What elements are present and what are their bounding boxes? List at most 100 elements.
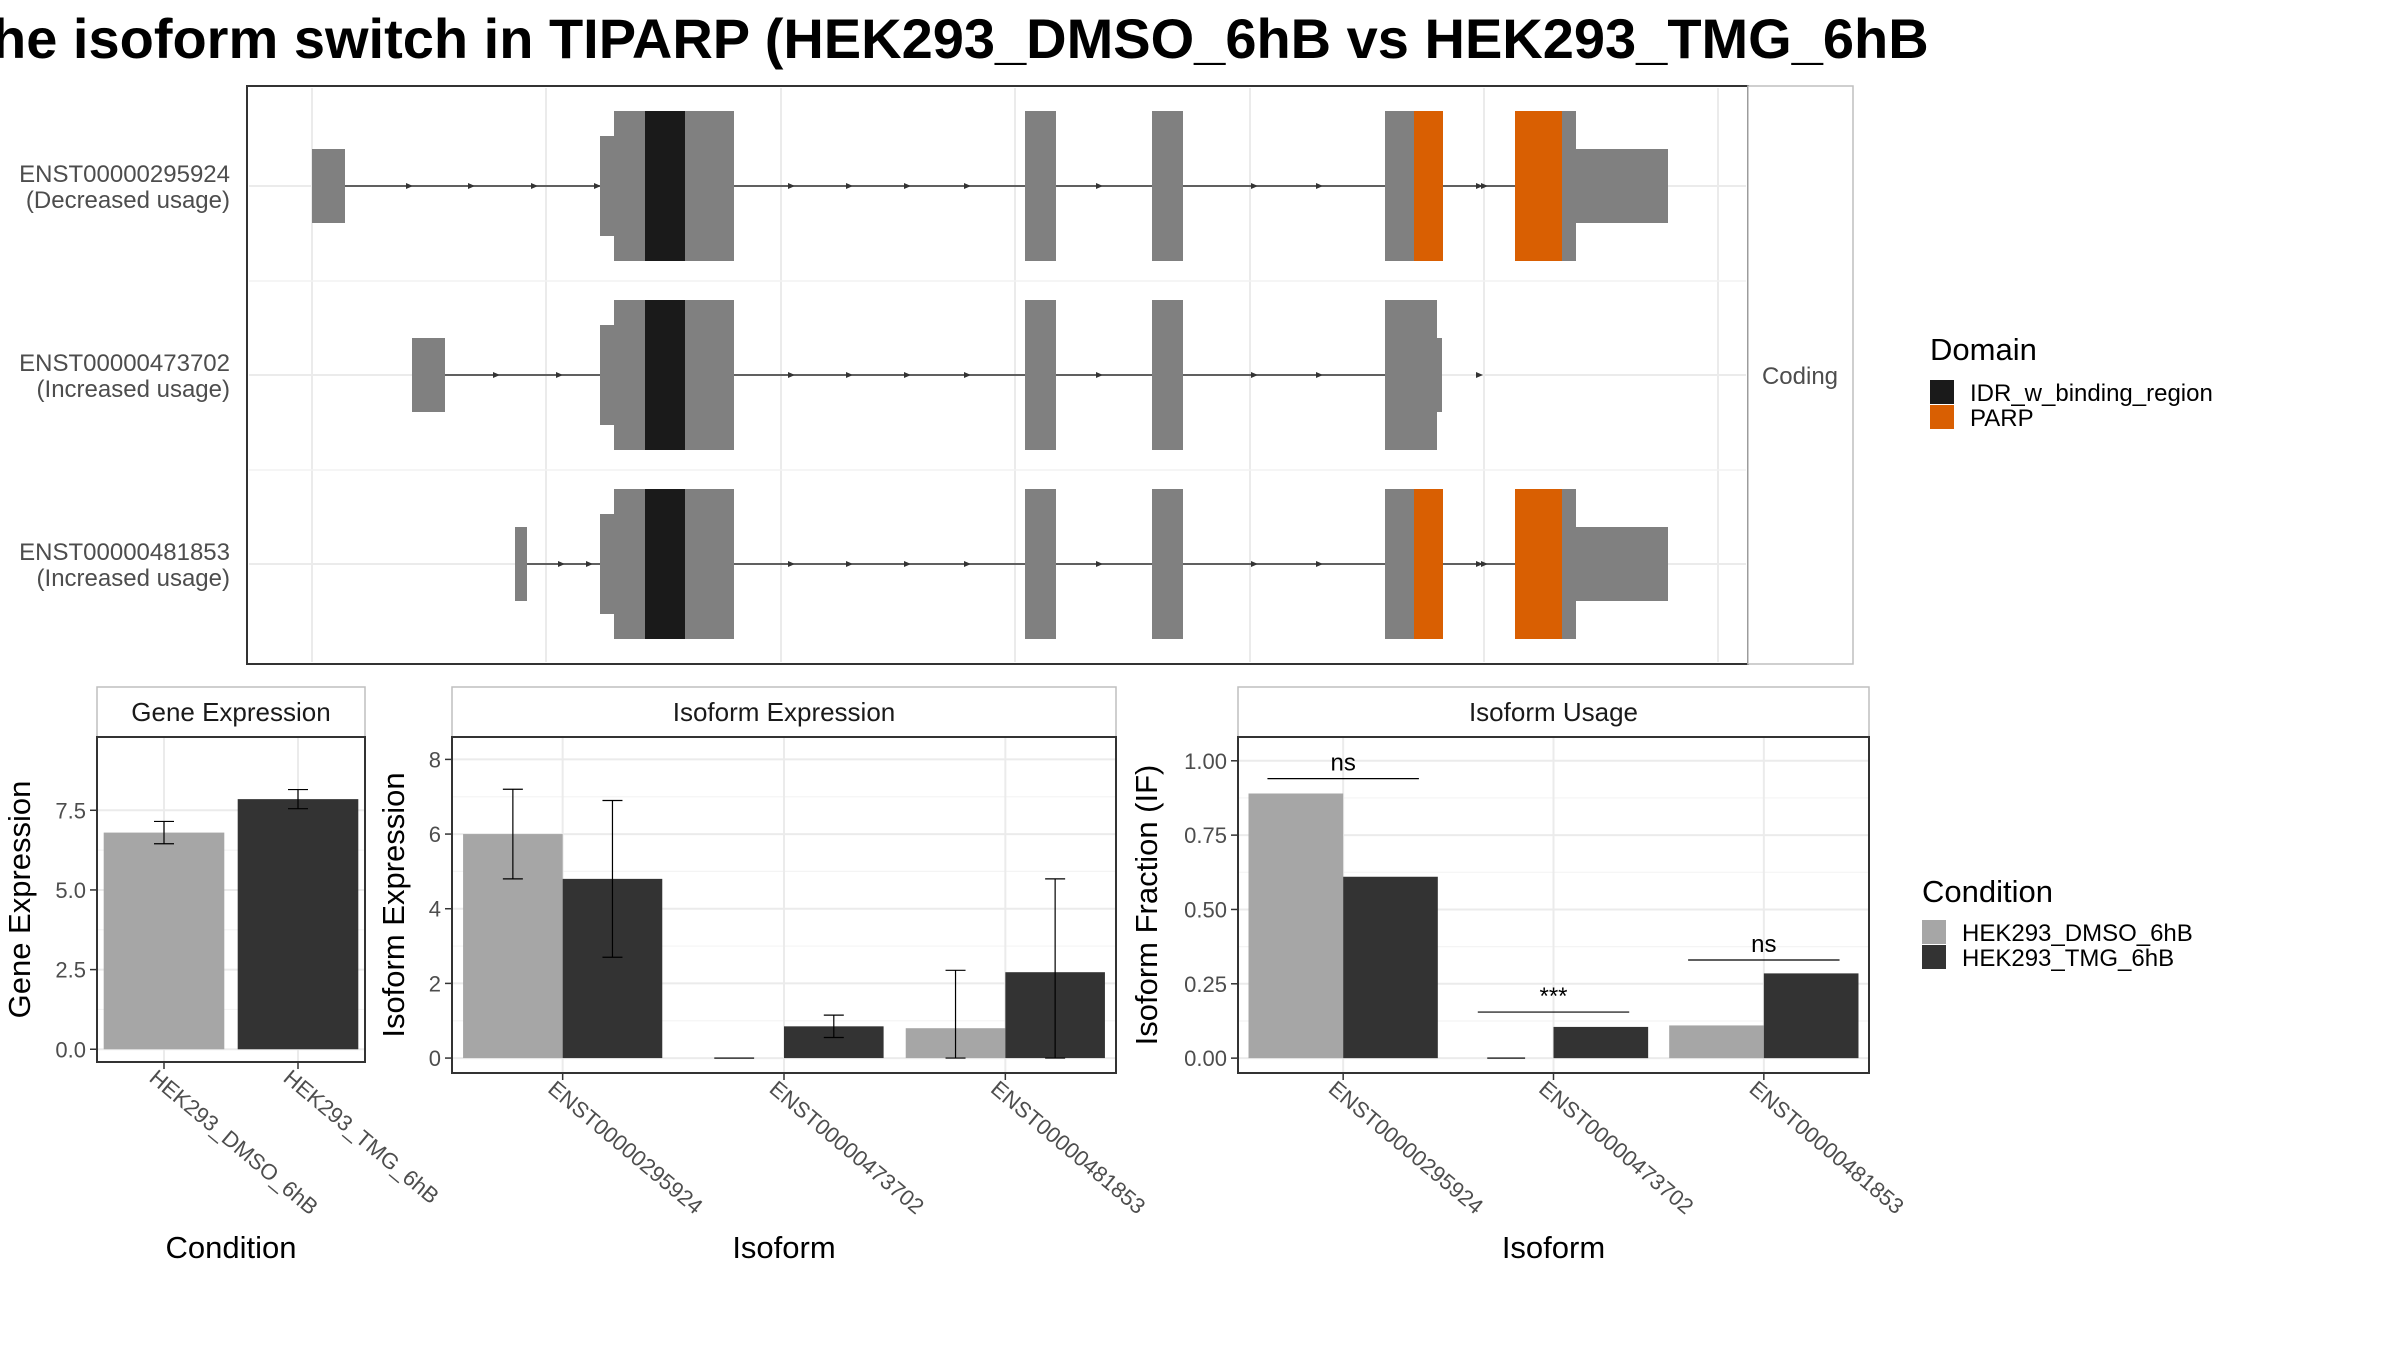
x-axis-title: Isoform: [732, 1230, 835, 1265]
legend-swatch-tmg: [1922, 945, 1946, 969]
intron-arrow: [1096, 372, 1103, 378]
intron-arrow: [586, 561, 593, 567]
significance-label: ns: [1751, 931, 1776, 958]
isoform-usage-panel: Isoform Usage 0.00 0.25 0.50 0.75 1.00 ns *** ns…: [1129, 686, 1909, 1265]
x-tick-label: ENST00000481853: [986, 1076, 1150, 1219]
exon-utr: [1436, 338, 1442, 412]
panel-strip: [96, 686, 366, 738]
legend-swatch-dmso: [1922, 920, 1946, 944]
intron-arrow: [1251, 561, 1258, 567]
bar: [1763, 973, 1859, 1059]
significance-label: ***: [1539, 983, 1567, 1010]
intron-arrow: [1476, 372, 1483, 378]
structure-strip: [1747, 85, 1854, 665]
domain-legend-title: Domain: [1930, 332, 2037, 367]
intron-arrow: [1481, 183, 1488, 189]
bar: [103, 832, 225, 1050]
exon-coding: [1385, 489, 1415, 639]
intron-arrow: [1316, 372, 1323, 378]
intron-arrow: [788, 372, 795, 378]
isoform-id-label: ENST00000295924: [19, 161, 230, 188]
exon-coding: [1025, 111, 1056, 261]
intron-arrow: [904, 372, 911, 378]
intron-arrow: [1476, 561, 1483, 567]
exon-utr: [1575, 149, 1668, 223]
bar: [1553, 1026, 1649, 1059]
isoform-track: [515, 489, 1668, 639]
y-tick-label: 0.75: [1184, 823, 1227, 848]
isoform-track: [412, 300, 1483, 450]
bar: [1669, 1025, 1764, 1059]
domain-parp: [1515, 489, 1563, 639]
intron-arrow: [468, 183, 475, 189]
exon-utr: [312, 149, 345, 223]
y-tick-label: 0.00: [1184, 1046, 1227, 1071]
isoform-id-label: ENST00000473702: [19, 350, 230, 377]
domain-legend: Domain IDR_w_binding_region PARP: [1930, 332, 2213, 432]
intron-arrow: [964, 561, 971, 567]
intron-arrow: [1316, 561, 1323, 567]
y-tick-label: 0.50: [1184, 897, 1227, 922]
intron-arrow: [1481, 561, 1488, 567]
isoform-expression-panel: Isoform Expression 0 2 4 6 8 ENST00000295924 EN…: [376, 686, 1150, 1265]
isoform-track: [312, 111, 1668, 261]
gene-expression-panel: Gene Expression0.02.55.07.5HEK293_DMSO_6…: [2, 686, 444, 1265]
intron-arrow: [493, 372, 500, 378]
intron-arrow: [556, 372, 563, 378]
intron-arrow: [1251, 372, 1258, 378]
intron-arrow: [594, 183, 601, 189]
isoform-usage-label: (Increased usage): [37, 376, 230, 403]
intron-arrow: [1096, 561, 1103, 567]
domain-idr: [645, 300, 685, 450]
x-tick-label: ENST00000295924: [1324, 1076, 1488, 1219]
intron-arrow: [904, 561, 911, 567]
intron-arrow: [406, 183, 413, 189]
y-axis-title: Gene Expression: [2, 781, 37, 1019]
bar: [1343, 876, 1438, 1059]
y-tick-label: 4: [429, 897, 441, 922]
intron-arrow: [964, 183, 971, 189]
exon-utr: [515, 527, 527, 601]
exon-coding: [1385, 300, 1437, 450]
y-tick-label: 0.25: [1184, 972, 1227, 997]
panel-title: Isoform Expression: [673, 697, 896, 727]
y-tick-label: 8: [429, 747, 441, 772]
y-tick-label: 2: [429, 971, 441, 996]
exon-coding: [1152, 111, 1183, 261]
intron-arrow: [846, 183, 853, 189]
exon-coding: [1152, 300, 1183, 450]
x-axis-title: Isoform: [1502, 1230, 1605, 1265]
domain-idr: [645, 489, 685, 639]
intron-arrow: [1096, 183, 1103, 189]
isoform-id-label: ENST00000481853: [19, 539, 230, 566]
isoform-usage-label: (Decreased usage): [26, 187, 230, 214]
panel-strip: [451, 686, 1117, 738]
intron-arrow: [788, 183, 795, 189]
legend-swatch-parp: [1930, 405, 1954, 429]
x-axis-title: Condition: [166, 1230, 297, 1265]
condition-legend: Condition HEK293_DMSO_6hB HEK293_TMG_6hB: [1922, 874, 2193, 972]
intron-arrow: [846, 372, 853, 378]
exon-coding: [1025, 300, 1056, 450]
legend-label-idr: IDR_w_binding_region: [1970, 380, 2213, 407]
intron-arrow: [846, 561, 853, 567]
panel-title: Gene Expression: [131, 697, 330, 727]
figure-title: he isoform switch in TIPARP (HEK293_DMSO…: [0, 7, 1929, 70]
panel-title: Isoform Usage: [1469, 697, 1638, 727]
x-tick-label: ENST00000473702: [1534, 1076, 1698, 1219]
y-tick-label: 6: [429, 822, 441, 847]
isoform-usage-label: (Increased usage): [37, 565, 230, 592]
intron-arrow: [558, 561, 565, 567]
domain-idr: [645, 111, 685, 261]
intron-arrow: [1316, 183, 1323, 189]
domain-parp: [1414, 489, 1443, 639]
bar: [1248, 793, 1344, 1059]
intron-arrow: [1251, 183, 1258, 189]
legend-label-dmso: HEK293_DMSO_6hB: [1962, 920, 2193, 947]
strip-label-coding: Coding: [1762, 363, 1838, 390]
legend-swatch-idr: [1930, 380, 1954, 404]
y-tick-label: 0: [429, 1046, 441, 1071]
exon-coding: [1152, 489, 1183, 639]
y-tick-label: 5.0: [55, 878, 86, 903]
exon-coding: [1385, 111, 1415, 261]
